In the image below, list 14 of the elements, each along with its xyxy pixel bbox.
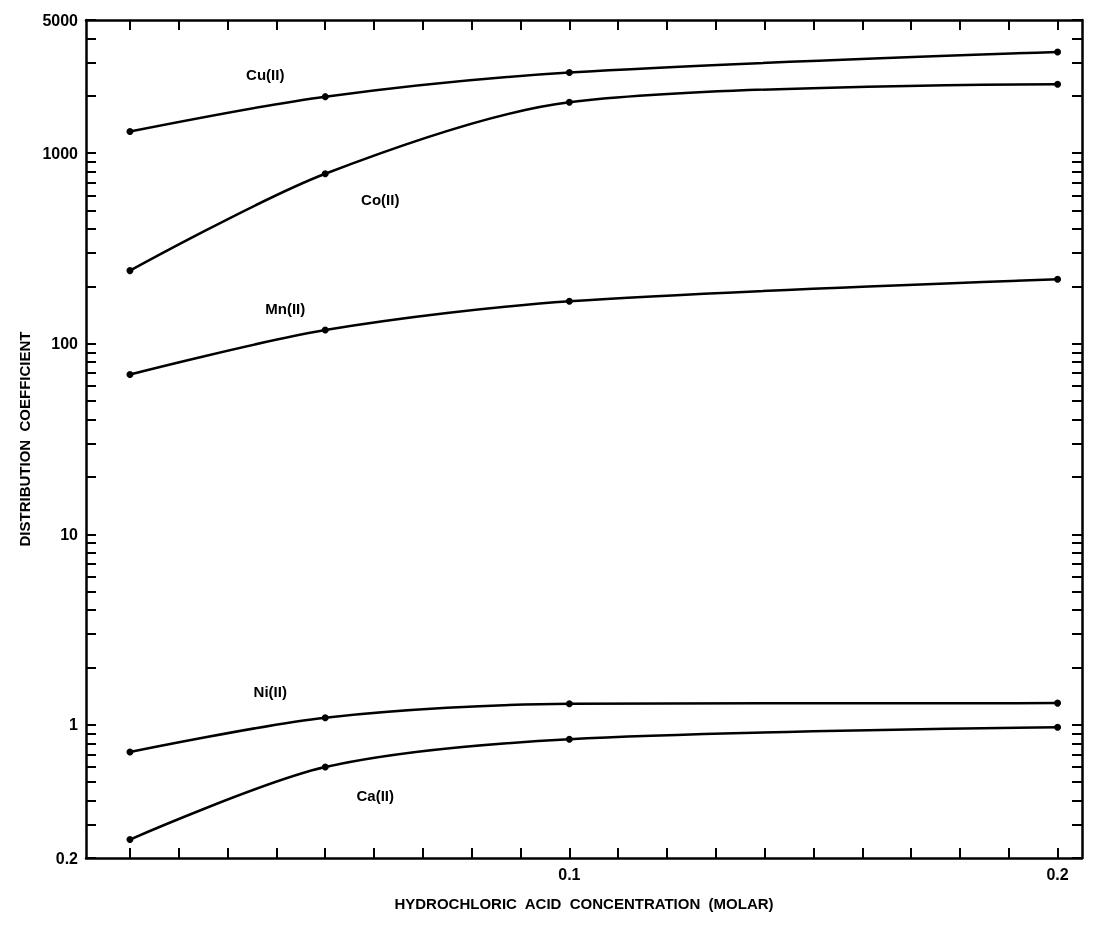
y-tick-label: 0.2: [55, 849, 79, 867]
y-tick-label: 1000: [42, 144, 79, 162]
series-label: Ni(II): [253, 683, 287, 701]
series-label: Cu(II): [246, 66, 285, 84]
series-label: Ca(II): [356, 786, 394, 804]
series-label: Co(II): [361, 191, 400, 209]
series-label: Mn(II): [265, 299, 306, 317]
y-tick-label: 10: [60, 525, 79, 543]
x-tick-label: 0.1: [558, 865, 581, 883]
y-axis-title: DISTRIBUTION COEFFICIENT: [15, 331, 33, 547]
y-tick-label: 1: [69, 716, 79, 734]
x-axis-title: HYDROCHLORIC ACID CONCENTRATION (MOLAR): [394, 895, 774, 912]
y-tick-label: 100: [51, 335, 79, 353]
y-tick-label: 5000: [42, 11, 79, 29]
